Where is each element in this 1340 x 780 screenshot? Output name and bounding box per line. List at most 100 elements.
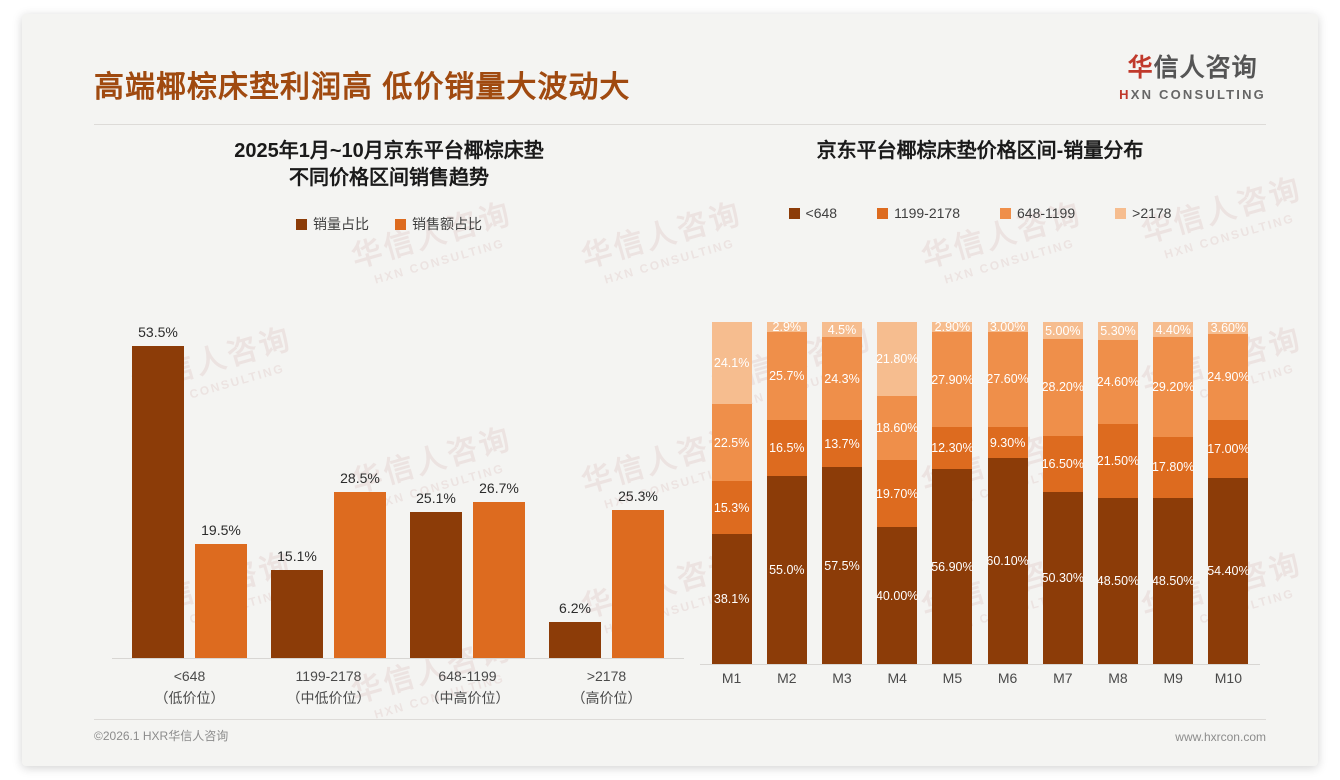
left-chart-title-line2: 不同价格区间销售趋势 [289, 167, 489, 189]
stacked-bar-column[interactable]: 3.60% 24.90% 17.00% 54.40% [1207, 321, 1250, 664]
brand-logo: 华信人咨询 HXN CONSULTING [1119, 56, 1266, 102]
stacked-bar-column[interactable]: 4.40% 29.20% 17.80% 48.50% [1152, 322, 1194, 664]
left-chart-title: 2025年1月~10月京东平台椰棕床垫 不同价格区间销售趋势 [94, 138, 684, 192]
bar-rect[interactable] [549, 622, 601, 658]
stacked-bar-segment[interactable]: 17.80% [1152, 437, 1194, 498]
left-chart-x-axis [112, 658, 684, 659]
stacked-bar-segment[interactable]: 24.90% [1207, 334, 1250, 420]
logo-chinese-accent: 华 [1127, 54, 1154, 82]
bar-rect[interactable] [195, 544, 247, 658]
right-chart-legend-item[interactable]: 648-1199 [1000, 205, 1075, 221]
stacked-bar-segment[interactable]: 29.20% [1152, 337, 1194, 438]
x-axis-tick-label: 1199-2178 （中低价位） [259, 666, 398, 709]
stacked-bar-segment[interactable]: 57.5% [822, 467, 862, 664]
stacked-bar-segment[interactable]: 2.90% [932, 320, 973, 334]
stacked-segment-value-label: 3.60% [1210, 321, 1247, 336]
stacked-bar-segment[interactable]: 5.30% [1098, 322, 1138, 341]
stacked-bar-segment[interactable]: 38.1% [711, 533, 752, 664]
stacked-bar-column[interactable]: 2.9% 25.7% 16.5% 55.0% [766, 320, 807, 664]
right-chart-x-labels: M1 M2 M3 M4 M5 M6 M7 M8 M9 M10 [704, 670, 1256, 700]
logo-english-accent: H [1119, 87, 1131, 102]
legend-swatch-icon [1115, 207, 1127, 219]
stacked-bar-column[interactable]: 21.80% 18.60% 19.70% 40.00% [876, 322, 918, 664]
stacked-segment-value-label: 16.50% [1041, 456, 1084, 471]
logo-english-rest: XN CONSULTING [1130, 87, 1266, 102]
stacked-bar-segment[interactable]: 3.00% [987, 320, 1028, 334]
stacked-bar-segment[interactable]: 27.60% [986, 332, 1029, 427]
bar-column[interactable]: 25.3% [612, 308, 664, 658]
stacked-bar-segment[interactable]: 56.90% [931, 469, 974, 664]
stacked-bar-column[interactable]: 4.5% 24.3% 13.7% 57.5% [822, 322, 862, 664]
bar-column[interactable]: 6.2% [549, 308, 601, 658]
stacked-bar-segment[interactable]: 18.60% [876, 396, 918, 461]
bar-column[interactable]: 28.5% [334, 308, 386, 658]
stacked-segment-value-label: 28.20% [1041, 380, 1084, 395]
stacked-bar-segment[interactable]: 48.50% [1097, 497, 1139, 664]
stacked-bar-segment[interactable]: 21.50% [1097, 424, 1139, 498]
stacked-segment-value-label: 9.30% [989, 435, 1026, 450]
stacked-bar-column[interactable]: 3.00% 27.60% 9.30% 60.10% [986, 320, 1029, 664]
bar-column[interactable]: 19.5% [195, 308, 247, 658]
stacked-bar-segment[interactable]: 16.5% [766, 419, 807, 477]
bar-value-label: 53.5% [138, 324, 178, 340]
stacked-segment-value-label: 25.7% [769, 368, 805, 383]
stacked-bar-column[interactable]: 5.30% 24.60% 21.50% 48.50% [1096, 322, 1140, 664]
stacked-bar-segment[interactable]: 24.60% [1096, 340, 1140, 425]
logo-chinese: 华信人咨询 [1119, 56, 1266, 81]
stacked-bar-segment[interactable]: 24.1% [711, 322, 752, 405]
bar-rect[interactable] [473, 502, 525, 658]
right-chart-legend-item[interactable]: >2178 [1115, 205, 1171, 221]
bar-rect[interactable] [132, 346, 184, 658]
stacked-bar-segment[interactable]: 3.60% [1208, 321, 1249, 336]
x-axis-tick-label: <648 （低价位） [120, 666, 259, 709]
stacked-segment-value-label: 38.1% [713, 591, 750, 606]
stacked-bar-column[interactable]: 2.90% 27.90% 12.30% 56.90% [931, 320, 974, 664]
stacked-bar-segment[interactable]: 28.20% [1041, 339, 1084, 436]
right-chart-legend-item[interactable]: <648 [788, 205, 837, 221]
bar-column[interactable]: 25.1% [410, 308, 462, 658]
right-chart-panel: 京东平台椰棕床垫价格区间-销量分布 <648 1199-2178 648-1199 >… [694, 138, 1266, 718]
stacked-bar-segment[interactable]: 19.70% [876, 460, 918, 528]
stacked-bar-segment[interactable]: 2.9% [766, 320, 807, 334]
stacked-bar-column[interactable]: 24.1% 22.5% 15.3% 38.1% [711, 322, 752, 664]
bar-rect[interactable] [410, 512, 462, 658]
x-axis-tick-range: >2178 [586, 668, 627, 684]
x-axis-tick-range: <648 [173, 668, 206, 684]
left-chart-legend-item[interactable]: 销售额占比 [395, 214, 482, 234]
bar-value-label: 6.2% [559, 600, 591, 616]
bar-rect[interactable] [334, 492, 386, 658]
stacked-bar-segment[interactable]: 13.7% [822, 420, 862, 468]
stacked-bar-segment[interactable]: 15.3% [711, 481, 752, 534]
stacked-bar-segment[interactable]: 48.50% [1152, 497, 1194, 664]
stacked-bar-segment[interactable]: 25.7% [766, 331, 807, 420]
stacked-bar-segment[interactable]: 60.10% [986, 458, 1029, 664]
stacked-bar-column[interactable]: 5.00% 28.20% 16.50% 50.30% [1041, 322, 1084, 664]
stacked-bar-segment[interactable]: 22.5% [711, 404, 752, 482]
stacked-bar-segment[interactable]: 27.90% [931, 331, 974, 428]
stacked-bar-segment[interactable]: 4.40% [1153, 322, 1194, 338]
stacked-bar-segment[interactable]: 54.40% [1207, 477, 1250, 664]
stacked-bar-segment[interactable]: 50.30% [1042, 491, 1084, 664]
stacked-bar-segment[interactable]: 5.00% [1042, 322, 1083, 340]
bar-column[interactable]: 53.5% [132, 308, 184, 658]
stacked-bar-segment[interactable]: 24.3% [822, 337, 862, 421]
x-axis-tick-label: 648-1199 （中高价位） [398, 666, 537, 709]
bar-rect[interactable] [612, 510, 664, 658]
stacked-bar-segment[interactable]: 12.30% [931, 427, 974, 470]
stacked-bar-segment[interactable]: 55.0% [766, 476, 807, 664]
stacked-segment-value-label: 24.60% [1096, 375, 1140, 390]
stacked-bar-segment[interactable]: 40.00% [876, 527, 918, 664]
footer-website: www.hxrcon.com [1175, 730, 1266, 744]
right-chart-x-axis [700, 664, 1260, 665]
bar-value-label: 15.1% [277, 548, 317, 564]
stacked-bar-segment[interactable]: 21.80% [876, 322, 918, 397]
bar-rect[interactable] [271, 570, 323, 658]
left-chart-legend-item[interactable]: 销量占比 [296, 214, 369, 234]
bar-column[interactable]: 15.1% [271, 308, 323, 658]
bar-column[interactable]: 26.7% [473, 308, 525, 658]
stacked-bar-segment[interactable]: 17.00% [1207, 419, 1250, 478]
stacked-bar-segment[interactable]: 16.50% [1041, 435, 1084, 492]
right-chart-legend-item[interactable]: 1199-2178 [877, 205, 960, 221]
stacked-bar-segment[interactable]: 9.30% [987, 426, 1028, 459]
stacked-bar-segment[interactable]: 4.5% [822, 322, 862, 338]
